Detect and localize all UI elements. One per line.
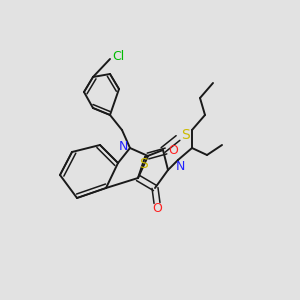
Text: S: S	[139, 157, 147, 171]
Text: Cl: Cl	[112, 50, 124, 62]
Text: N: N	[176, 160, 185, 173]
Text: O: O	[152, 202, 162, 215]
Text: N: N	[118, 140, 128, 152]
Text: S: S	[181, 128, 189, 142]
Text: O: O	[168, 145, 178, 158]
